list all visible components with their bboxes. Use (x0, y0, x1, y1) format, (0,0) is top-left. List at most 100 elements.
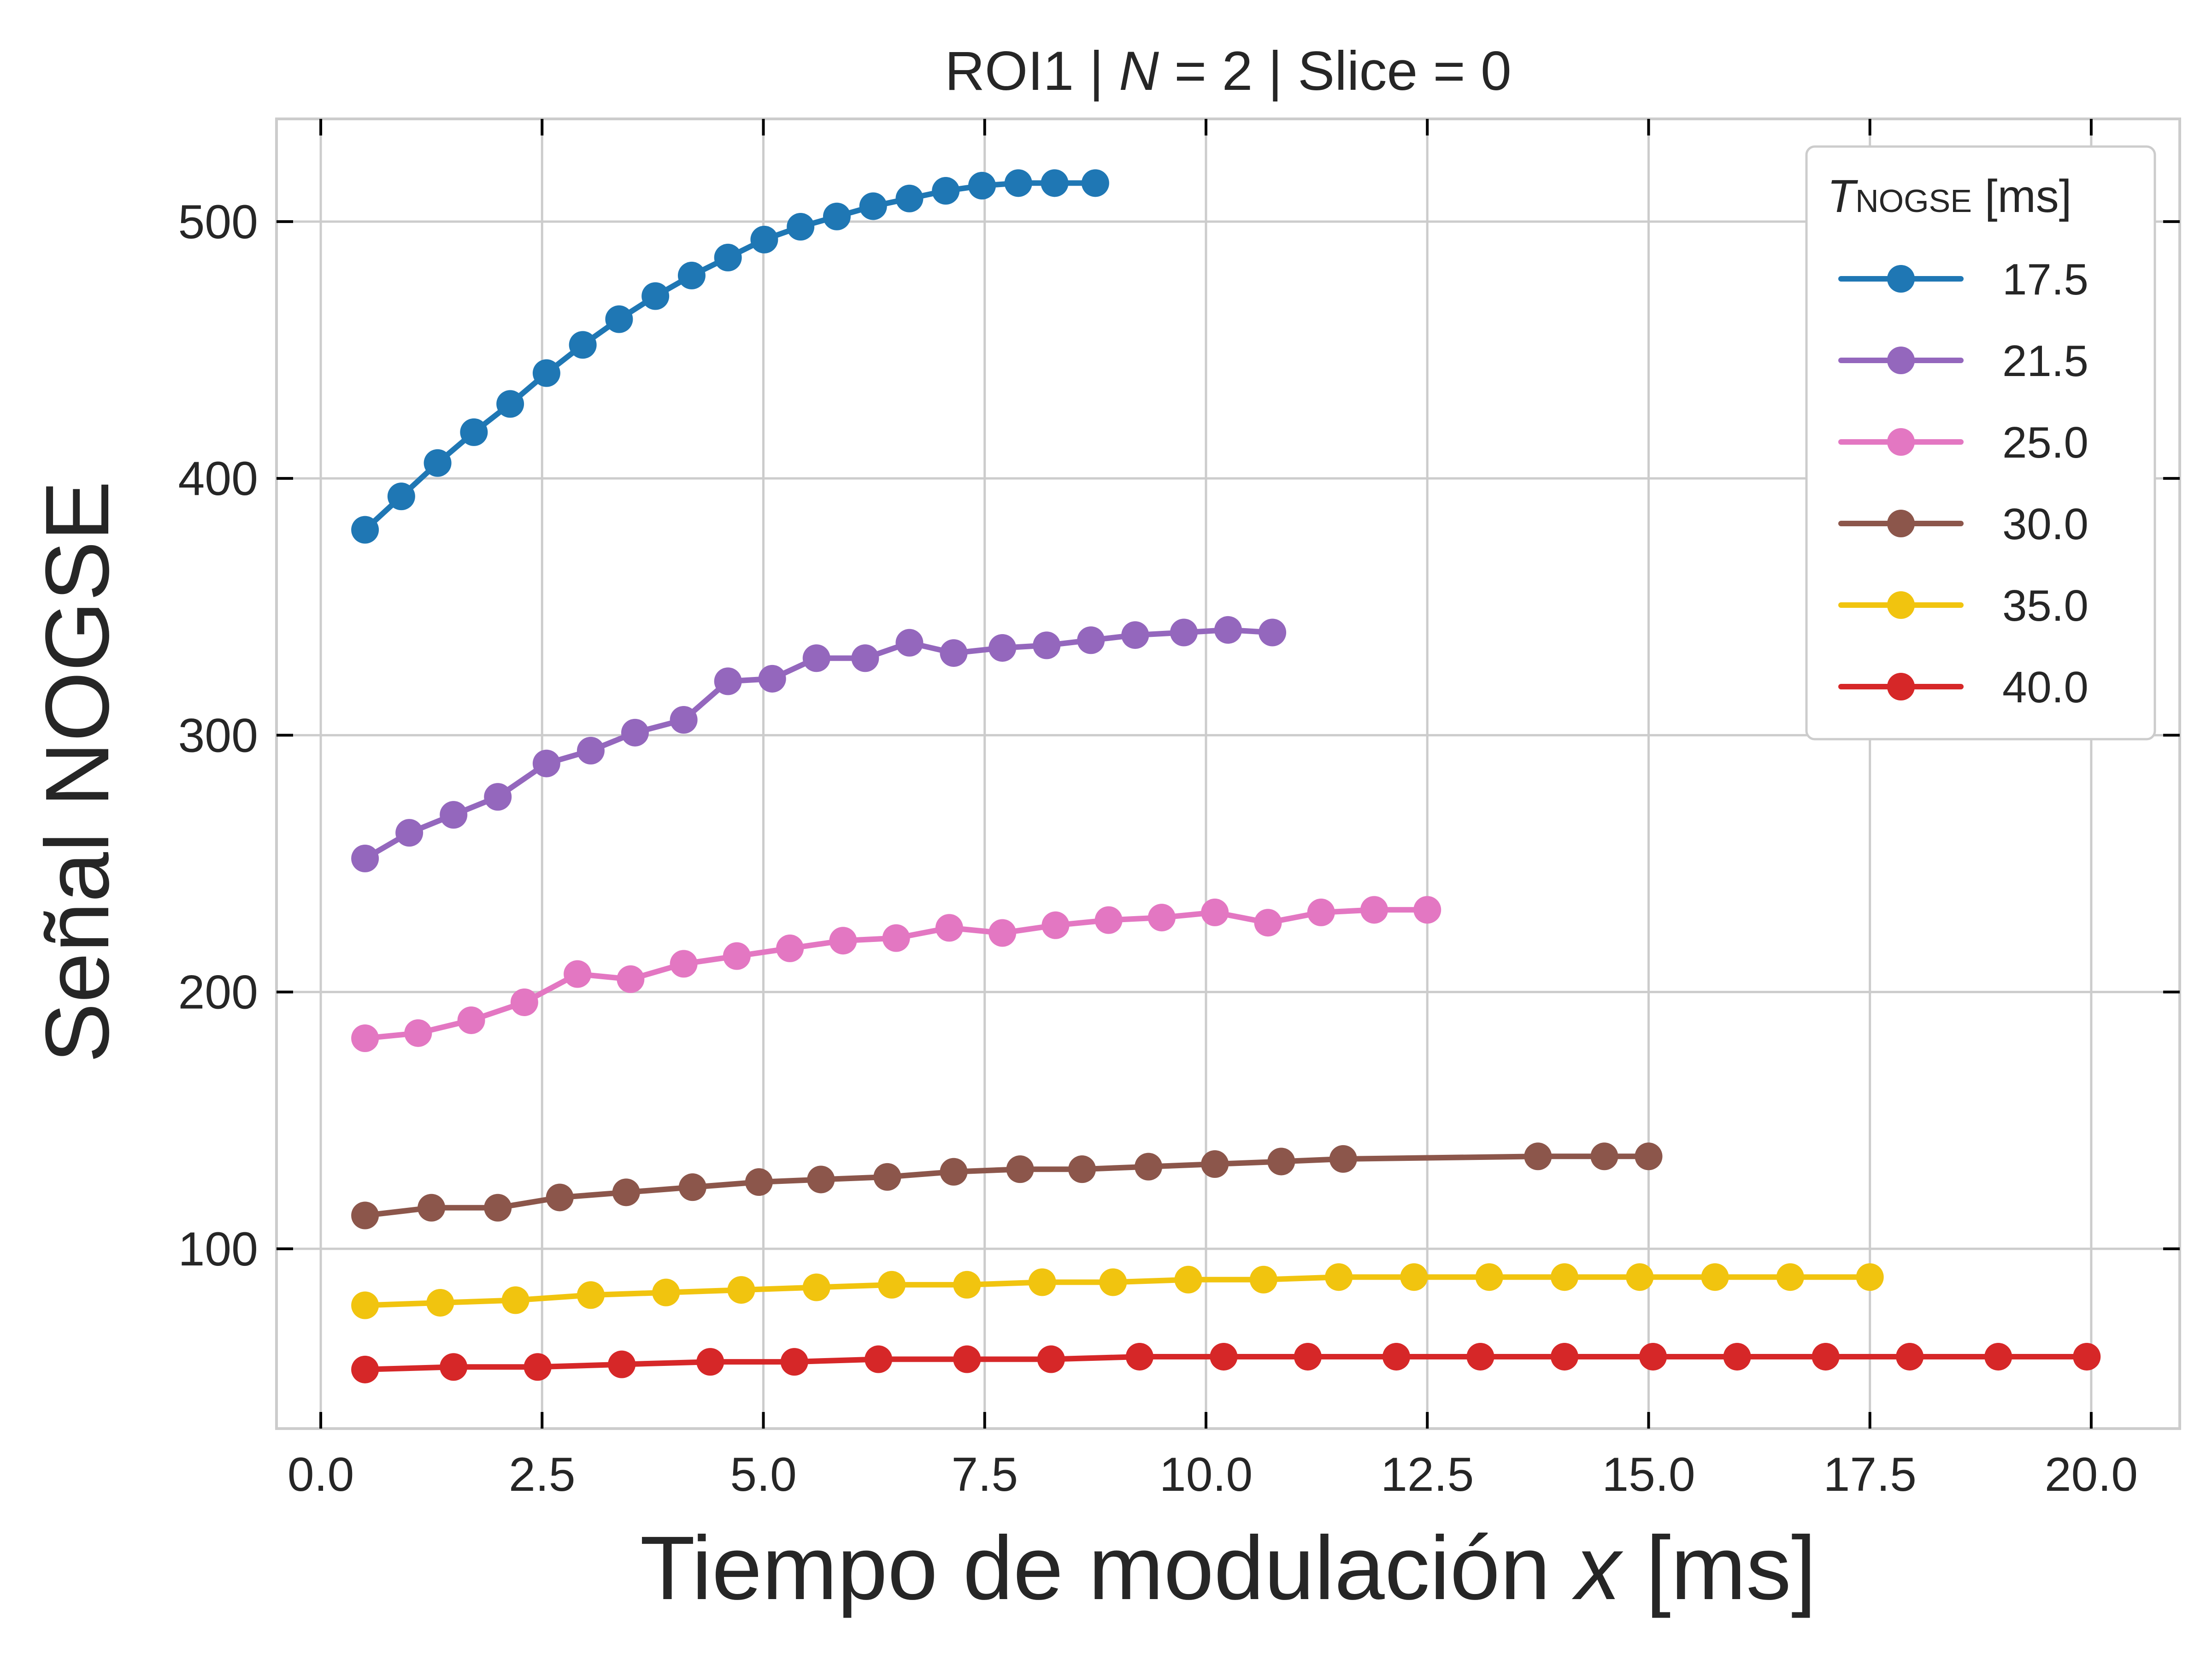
data-point (1524, 1142, 1552, 1171)
data-point (1170, 618, 1198, 647)
data-point (851, 644, 879, 672)
legend-label: 40.0 (2002, 663, 2088, 712)
data-point (670, 950, 698, 978)
data-point (351, 844, 379, 872)
data-point (859, 192, 887, 220)
data-point (1267, 1147, 1295, 1176)
data-point (1856, 1263, 1884, 1291)
data-point (953, 1345, 981, 1373)
data-point (460, 418, 488, 446)
data-point (426, 1288, 454, 1317)
data-point (1041, 169, 1069, 197)
data-point (612, 1178, 640, 1206)
legend-marker (1887, 428, 1915, 456)
data-point (1249, 1265, 1277, 1294)
data-point (351, 516, 379, 544)
legend-item-25.0: 25.0 (1838, 418, 2088, 467)
data-point (1382, 1342, 1410, 1371)
data-point (605, 305, 633, 333)
data-point (714, 667, 742, 695)
y-tick-label: 100 (178, 1223, 258, 1276)
data-point (895, 629, 924, 657)
data-point (351, 1291, 379, 1319)
data-point (424, 449, 452, 477)
x-tick-label: 12.5 (1381, 1448, 1474, 1501)
data-point (750, 225, 778, 253)
series-25.0 (351, 896, 1441, 1052)
data-point (988, 634, 1017, 662)
x-tick-label: 10.0 (1159, 1448, 1253, 1501)
data-point (418, 1194, 446, 1222)
data-point (1550, 1263, 1578, 1291)
data-point (1099, 1268, 1127, 1296)
data-point (652, 1278, 680, 1306)
data-point (758, 665, 786, 693)
legend-items: 17.5 21.5 25.0 30.0 35.0 40.0 (1838, 255, 2088, 712)
data-point (1400, 1263, 1428, 1291)
x-axis-label: Tiempo de modulación x [ms] (640, 1518, 1817, 1618)
legend-label: 35.0 (2002, 581, 2088, 630)
data-point (1068, 1155, 1096, 1183)
legend-item-40.0: 40.0 (1838, 663, 2088, 712)
y-axis-label: Señal NOGSE (27, 481, 128, 1063)
x-tick-label: 0.0 (288, 1448, 354, 1501)
data-point (988, 919, 1017, 947)
data-point (1626, 1263, 1654, 1291)
y-tick-label: 300 (178, 709, 258, 762)
data-point (678, 1173, 706, 1201)
x-tick-label: 17.5 (1823, 1448, 1916, 1501)
x-tick-label: 2.5 (509, 1448, 576, 1501)
data-point (865, 1345, 893, 1373)
legend-marker (1887, 510, 1915, 537)
data-point (440, 801, 468, 829)
data-point (395, 819, 424, 847)
data-point (727, 1276, 755, 1304)
data-point (677, 261, 706, 289)
data-point (1135, 1153, 1163, 1181)
data-point (1094, 906, 1123, 934)
data-point (1006, 1155, 1034, 1183)
data-point (524, 1353, 552, 1381)
data-point (1210, 1342, 1238, 1371)
data-point (1984, 1342, 2012, 1371)
data-point (1635, 1142, 1663, 1171)
data-point (873, 1163, 901, 1191)
legend-marker (1887, 591, 1915, 619)
data-point (577, 1281, 605, 1309)
data-point (1360, 896, 1388, 924)
data-point (714, 243, 742, 271)
data-point (510, 988, 538, 1016)
x-tick-label: 20.0 (2045, 1448, 2138, 1501)
legend-marker (1887, 673, 1915, 700)
data-point (641, 282, 670, 310)
data-point (2073, 1342, 2101, 1371)
data-point (823, 202, 851, 230)
data-point (621, 718, 649, 747)
legend-marker (1887, 347, 1915, 374)
data-point (807, 1165, 835, 1194)
data-point (1307, 898, 1335, 926)
legend-item-30.0: 30.0 (1838, 500, 2088, 549)
data-point (1004, 169, 1032, 197)
legend-label: 25.0 (2002, 418, 2088, 467)
data-point (1639, 1342, 1667, 1371)
chart-title: ROI1 | N = 2 | Slice = 0 (945, 40, 1512, 102)
data-point (1121, 621, 1149, 649)
data-point (953, 1271, 981, 1299)
data-point (776, 934, 804, 962)
data-point (968, 171, 996, 200)
data-point (1812, 1342, 1840, 1371)
series-40.0 (351, 1342, 2101, 1383)
y-tick-label: 500 (178, 195, 258, 249)
data-point (1329, 1145, 1357, 1173)
series-21.5 (351, 616, 1287, 872)
data-point (484, 783, 512, 811)
data-point (895, 184, 924, 212)
data-point (1325, 1263, 1353, 1291)
series-30.0 (351, 1142, 1663, 1230)
y-tick-label: 200 (178, 966, 258, 1019)
data-point (932, 177, 960, 205)
data-point (1077, 626, 1105, 654)
data-point (787, 213, 815, 241)
